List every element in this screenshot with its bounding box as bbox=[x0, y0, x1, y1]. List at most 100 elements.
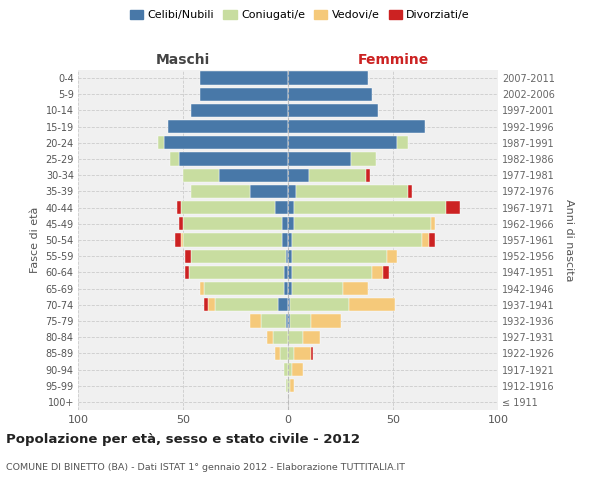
Bar bbox=[408, 185, 412, 198]
Bar bbox=[349, 298, 395, 312]
Bar bbox=[286, 250, 288, 263]
Bar bbox=[366, 168, 370, 182]
Bar bbox=[181, 201, 275, 214]
Bar bbox=[183, 217, 282, 230]
Bar bbox=[204, 298, 208, 312]
Bar bbox=[296, 185, 408, 198]
Bar bbox=[292, 363, 303, 376]
Bar bbox=[185, 266, 189, 279]
Bar bbox=[303, 330, 320, 344]
Bar bbox=[387, 250, 397, 263]
Bar bbox=[288, 282, 292, 295]
Bar bbox=[292, 250, 387, 263]
Bar bbox=[191, 104, 288, 117]
Bar bbox=[292, 266, 372, 279]
Bar bbox=[286, 379, 288, 392]
Bar bbox=[282, 234, 288, 246]
Bar bbox=[288, 346, 295, 360]
Bar bbox=[284, 363, 288, 376]
Bar bbox=[295, 346, 311, 360]
Y-axis label: Fasce di età: Fasce di età bbox=[30, 207, 40, 273]
Bar bbox=[288, 379, 290, 392]
Bar bbox=[429, 234, 435, 246]
Bar bbox=[351, 152, 376, 166]
Bar bbox=[288, 330, 303, 344]
Bar bbox=[200, 282, 204, 295]
Bar bbox=[168, 120, 288, 134]
Bar bbox=[200, 88, 288, 101]
Bar bbox=[284, 282, 288, 295]
Bar bbox=[288, 185, 296, 198]
Bar bbox=[190, 266, 284, 279]
Text: COMUNE DI BINETTO (BA) - Dati ISTAT 1° gennaio 2012 - Elaborazione TUTTITALIA.IT: COMUNE DI BINETTO (BA) - Dati ISTAT 1° g… bbox=[6, 462, 405, 471]
Bar bbox=[204, 282, 284, 295]
Bar bbox=[288, 314, 290, 328]
Bar bbox=[158, 136, 164, 149]
Bar bbox=[176, 201, 181, 214]
Bar bbox=[288, 72, 368, 85]
Text: Maschi: Maschi bbox=[156, 54, 210, 68]
Bar bbox=[288, 152, 351, 166]
Bar bbox=[274, 330, 288, 344]
Bar bbox=[288, 217, 295, 230]
Bar bbox=[191, 185, 250, 198]
Bar bbox=[295, 201, 446, 214]
Bar bbox=[200, 72, 288, 85]
Text: Popolazione per età, sesso e stato civile - 2012: Popolazione per età, sesso e stato civil… bbox=[6, 432, 360, 446]
Bar bbox=[288, 136, 397, 149]
Bar bbox=[218, 168, 288, 182]
Bar bbox=[215, 298, 277, 312]
Bar bbox=[275, 201, 288, 214]
Bar bbox=[179, 217, 183, 230]
Bar bbox=[383, 266, 389, 279]
Bar bbox=[292, 282, 343, 295]
Bar bbox=[288, 120, 425, 134]
Bar bbox=[286, 314, 288, 328]
Bar bbox=[183, 234, 282, 246]
Bar bbox=[183, 168, 218, 182]
Bar bbox=[191, 250, 286, 263]
Bar bbox=[275, 346, 280, 360]
Bar bbox=[288, 234, 292, 246]
Bar bbox=[397, 136, 408, 149]
Bar bbox=[288, 168, 309, 182]
Bar bbox=[164, 136, 288, 149]
Bar bbox=[288, 88, 372, 101]
Bar bbox=[343, 282, 368, 295]
Bar bbox=[284, 266, 288, 279]
Legend: Celibi/Nubili, Coniugati/e, Vedovi/e, Divorziati/e: Celibi/Nubili, Coniugati/e, Vedovi/e, Di… bbox=[125, 6, 475, 25]
Bar bbox=[372, 266, 383, 279]
Bar bbox=[288, 363, 292, 376]
Bar bbox=[282, 217, 288, 230]
Bar bbox=[309, 168, 366, 182]
Bar bbox=[170, 152, 179, 166]
Bar bbox=[277, 298, 288, 312]
Bar bbox=[290, 379, 295, 392]
Bar bbox=[311, 314, 341, 328]
Y-axis label: Anni di nascita: Anni di nascita bbox=[565, 198, 574, 281]
Bar bbox=[431, 217, 435, 230]
Bar bbox=[422, 234, 429, 246]
Bar bbox=[288, 104, 379, 117]
Bar bbox=[250, 314, 260, 328]
Bar bbox=[445, 201, 460, 214]
Bar bbox=[250, 185, 288, 198]
Bar bbox=[185, 250, 191, 263]
Bar bbox=[179, 152, 288, 166]
Bar bbox=[311, 346, 313, 360]
Bar bbox=[288, 266, 292, 279]
Bar bbox=[208, 298, 215, 312]
Bar bbox=[280, 346, 288, 360]
Bar bbox=[290, 314, 311, 328]
Bar bbox=[260, 314, 286, 328]
Bar bbox=[288, 298, 290, 312]
Bar bbox=[292, 234, 422, 246]
Bar bbox=[175, 234, 181, 246]
Bar bbox=[267, 330, 274, 344]
Bar bbox=[290, 298, 349, 312]
Bar bbox=[288, 250, 292, 263]
Bar bbox=[295, 217, 431, 230]
Bar bbox=[181, 234, 183, 246]
Text: Femmine: Femmine bbox=[358, 54, 428, 68]
Bar bbox=[288, 201, 295, 214]
